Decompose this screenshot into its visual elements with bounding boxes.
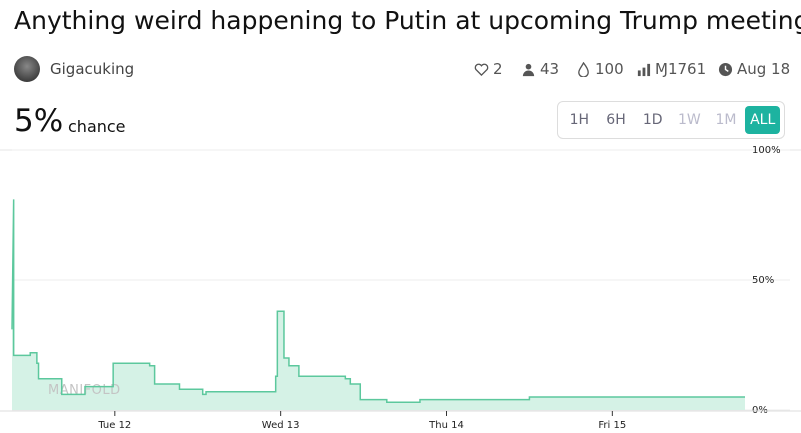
time-button[interactable]: 1W xyxy=(677,112,701,128)
time-button[interactable]: 1H xyxy=(569,112,590,128)
close-date-text: Aug 18 xyxy=(737,60,791,78)
area xyxy=(12,199,745,410)
x-tick-label: Fri 15 xyxy=(598,420,626,431)
traders-count: 43 xyxy=(540,60,560,78)
likes-count: 2 xyxy=(493,60,503,78)
volume-amount: Ɱ1761 xyxy=(655,60,707,78)
likes[interactable]: 2 xyxy=(474,60,503,78)
y-tick-label: 100% xyxy=(752,145,781,156)
y-tick-label: 50% xyxy=(752,275,774,286)
probability: 5% xyxy=(14,103,64,139)
time-button[interactable]: 1M xyxy=(715,112,737,128)
time-button[interactable]: 1D xyxy=(642,112,663,128)
x-tick-label: Tue 12 xyxy=(97,420,131,431)
x-tick-label: Wed 13 xyxy=(262,420,300,431)
line xyxy=(11,199,745,403)
boost-count: 100 xyxy=(595,60,624,78)
boost: 100 xyxy=(576,60,624,78)
author[interactable]: Gigacuking xyxy=(50,60,135,78)
time-range: 1H 6H 1D 1W 1M ALL xyxy=(557,101,785,139)
avatar[interactable] xyxy=(14,56,40,82)
market-title: Anything weird happening to Putin at upc… xyxy=(14,6,801,35)
x-tick-label: Thu 14 xyxy=(428,420,464,431)
time-button[interactable]: ALL xyxy=(745,106,781,134)
time-button[interactable]: 6H xyxy=(606,112,626,128)
probability-label: chance xyxy=(68,117,126,136)
close-date: Aug 18 xyxy=(718,60,790,78)
traders: 43 xyxy=(521,60,559,78)
volume: Ɱ1761 xyxy=(636,60,706,78)
